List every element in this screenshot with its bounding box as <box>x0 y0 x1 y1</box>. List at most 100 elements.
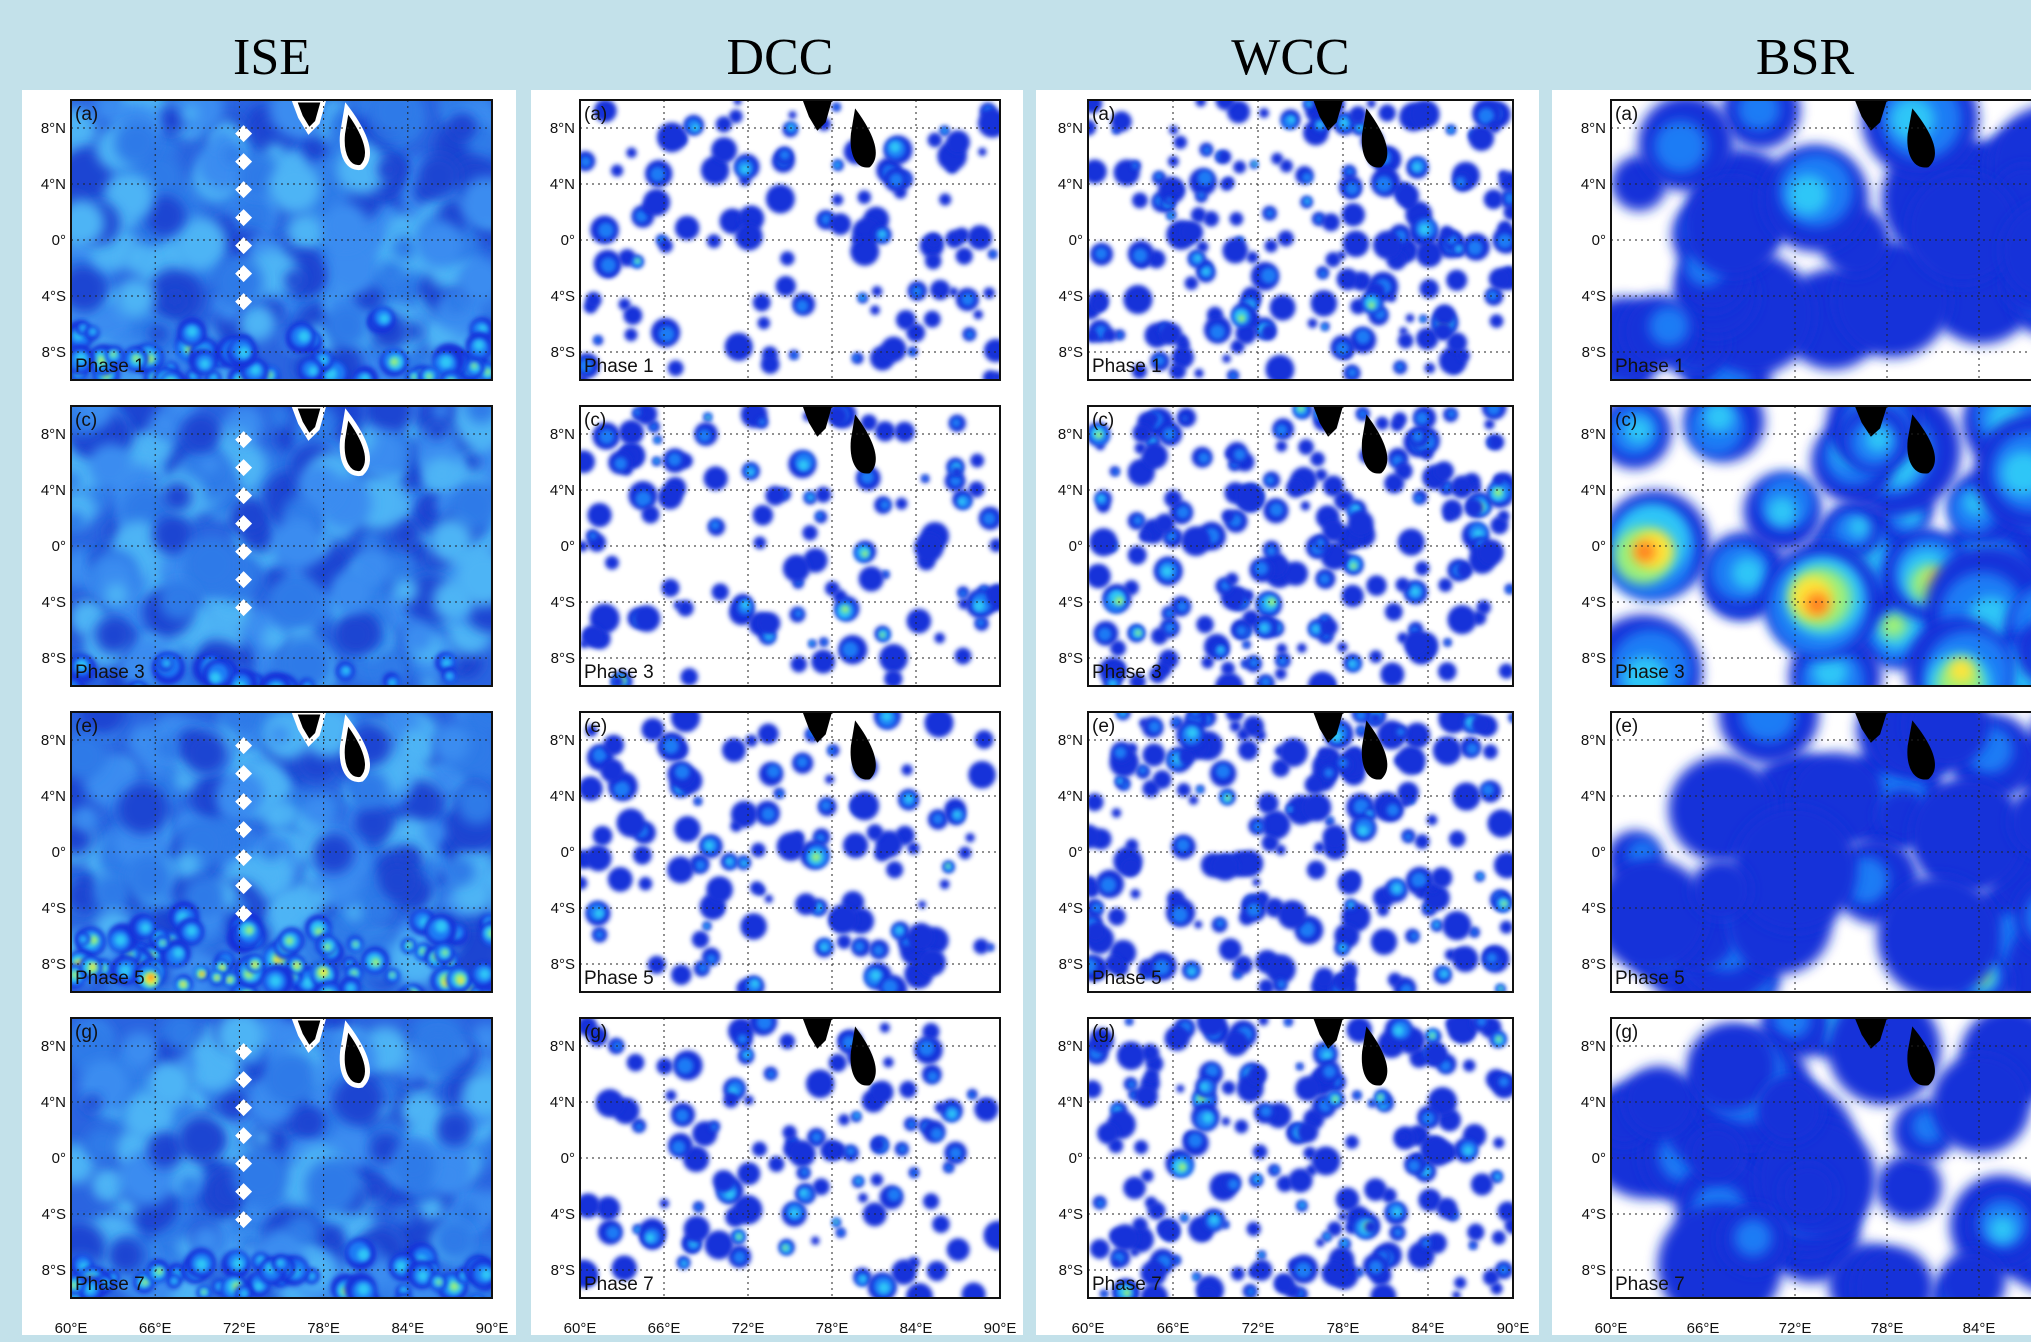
field-blob <box>1202 268 1209 275</box>
field-blob <box>1230 721 1241 732</box>
field-blob <box>389 215 413 239</box>
field-blob <box>1132 192 1148 208</box>
field-blob <box>811 1132 821 1142</box>
field-blob <box>1188 1133 1202 1147</box>
field-blob <box>1788 175 1828 215</box>
field-blob <box>816 512 823 519</box>
field-blob <box>1244 642 1249 647</box>
field-blob <box>1127 1019 1132 1024</box>
lat-label: 8°N <box>1058 1038 1083 1055</box>
field-blob <box>1880 611 1907 638</box>
field-blob <box>305 887 328 910</box>
field-blob <box>1387 293 1396 302</box>
field-blob <box>1200 1083 1208 1091</box>
field-blob <box>598 222 614 238</box>
field-blob <box>1732 557 1764 589</box>
field-blob <box>1305 199 1310 204</box>
field-blob <box>1160 323 1183 346</box>
field-blob <box>1216 764 1231 779</box>
field-blob <box>658 485 683 510</box>
phase-label: Phase 1 <box>1615 356 1685 377</box>
field-blob <box>420 949 425 954</box>
field-blob <box>1398 529 1425 556</box>
field-blob <box>314 1064 331 1081</box>
field-blob <box>768 1156 784 1172</box>
field-blob <box>1275 845 1286 856</box>
field-blob <box>1471 483 1481 493</box>
field-blob <box>675 764 690 779</box>
field-blob <box>677 1058 693 1074</box>
field-blob <box>1412 431 1423 442</box>
field-blob <box>1276 441 1287 452</box>
field-blob <box>960 590 967 597</box>
lat-label: 8°N <box>1581 732 1606 749</box>
lat-label: 8°S <box>42 1262 66 1279</box>
panel-letter: (e) <box>1092 716 1115 737</box>
field-blob <box>618 298 630 310</box>
field-blob <box>643 189 670 216</box>
field-blob <box>1438 662 1457 681</box>
field-blob <box>1266 546 1276 556</box>
field-blob <box>1649 306 1689 346</box>
field-blob <box>704 466 728 490</box>
field-blob <box>815 487 831 503</box>
field-blob <box>726 858 733 865</box>
field-blob <box>1297 1122 1318 1143</box>
field-blob <box>977 619 985 627</box>
field-blob <box>1270 295 1296 321</box>
field-blob <box>1223 1031 1248 1056</box>
lat-label: 8°S <box>1059 956 1083 973</box>
field-blob <box>1364 1178 1387 1201</box>
field-blob <box>1373 231 1402 260</box>
field-blob <box>1117 332 1123 338</box>
field-blob <box>163 483 192 512</box>
field-blob <box>894 422 915 443</box>
column-title: DCC <box>727 29 834 86</box>
field-blob <box>326 305 368 347</box>
field-blob <box>695 860 706 871</box>
field-blob <box>1095 431 1102 438</box>
field-blob <box>1130 889 1140 899</box>
field-blob <box>80 937 85 942</box>
field-blob <box>182 105 198 121</box>
lat-label: 4°N <box>1058 176 1083 193</box>
field-blob <box>1145 1068 1159 1082</box>
lat-label: 4°S <box>42 594 66 611</box>
field-blob <box>1472 715 1490 733</box>
field-blob <box>873 945 884 956</box>
lat-label: 4°N <box>41 176 66 193</box>
field-blob <box>1371 929 1397 955</box>
field-blob <box>1145 1197 1157 1209</box>
field-blob <box>1337 268 1359 290</box>
field-blob <box>1343 968 1357 982</box>
field-blob <box>711 1124 717 1130</box>
field-blob <box>120 1032 159 1071</box>
field-blob <box>1324 768 1333 777</box>
field-blob <box>978 148 986 156</box>
field-blob <box>821 800 831 810</box>
field-blob <box>837 935 851 949</box>
field-blob <box>1445 640 1450 645</box>
field-blob <box>1499 987 1502 990</box>
field-blob <box>440 356 453 369</box>
field-blob <box>118 784 168 834</box>
field-blob <box>733 1251 745 1263</box>
field-blob <box>1139 530 1151 542</box>
map-field <box>572 401 1011 692</box>
field-blob <box>1911 778 2026 893</box>
field-blob <box>738 1034 748 1044</box>
field-blob <box>1410 932 1418 940</box>
field-blob <box>141 923 151 933</box>
field-blob <box>1877 875 2001 999</box>
field-blob <box>1247 903 1261 917</box>
phase-label: Phase 5 <box>75 968 145 989</box>
field-blob <box>213 132 231 150</box>
field-blob <box>1365 1221 1378 1234</box>
field-blob <box>161 941 165 945</box>
field-blob <box>390 973 394 977</box>
field-blob <box>656 1058 673 1075</box>
field-blob <box>269 161 321 213</box>
field-blob <box>788 111 796 119</box>
lat-label: 4°S <box>1059 594 1083 611</box>
field-blob <box>282 900 299 917</box>
